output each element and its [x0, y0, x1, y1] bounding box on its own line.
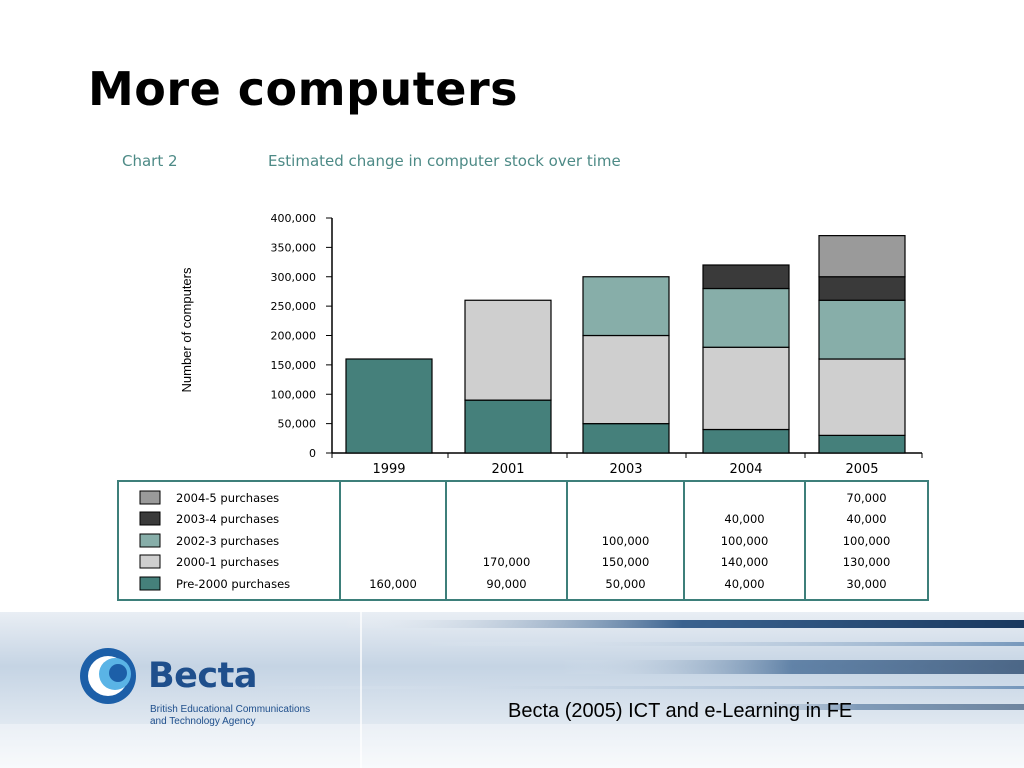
- table-cell-value: 40,000: [846, 512, 886, 526]
- table-cell-value: 100,000: [843, 534, 891, 548]
- stacked-bar-chart: 0 50,000 100,000 150,000 200,000 250,000 300,0…: [117, 212, 929, 601]
- bar-segment: [702, 264, 790, 290]
- table-cell-value: 100,000: [721, 534, 769, 548]
- logo-name: Becta: [148, 656, 258, 696]
- legend-entry: 2003-4 purchases: [176, 512, 279, 526]
- y-tick-label: 250,000: [271, 300, 317, 313]
- table-cell-value: 140,000: [721, 555, 769, 569]
- y-tick-label: 0: [309, 447, 316, 460]
- legend-swatch: [139, 554, 161, 569]
- chart-caption-text: Estimated change in computer stock over …: [268, 152, 621, 170]
- bar-segment: [702, 428, 790, 454]
- x-tick-label: 2003: [609, 462, 642, 477]
- footer-background: [0, 612, 1024, 768]
- slide-title: More computers: [88, 62, 519, 116]
- data-table-frame: [117, 480, 929, 601]
- y-tick-label: 300,000: [271, 271, 317, 284]
- x-tick-label: 2001: [491, 462, 524, 477]
- source-citation: Becta (2005) ICT and e-Learning in FE: [508, 700, 853, 722]
- bar-segment: [464, 399, 552, 454]
- x-tick-label: 1999: [372, 462, 405, 477]
- logo-subtitle-line1: British Educational Communications: [150, 704, 311, 715]
- bar-segment: [702, 346, 790, 431]
- legend-swatch: [139, 533, 161, 548]
- y-tick-label: 100,000: [271, 388, 317, 401]
- table-cell-value: 50,000: [605, 577, 645, 591]
- becta-logo-icon: [80, 648, 136, 704]
- bar-segment: [818, 358, 906, 436]
- bar-segment: [818, 434, 906, 454]
- bar-segment: [582, 423, 670, 454]
- table-cell-value: 40,000: [724, 512, 764, 526]
- bar-segment: [582, 334, 670, 425]
- x-tick-label: 2004: [729, 462, 762, 477]
- table-cell-value: 130,000: [843, 555, 891, 569]
- bar-segment: [818, 276, 906, 301]
- legend-entry: 2004-5 purchases: [176, 491, 279, 505]
- bar-segment: [818, 299, 906, 360]
- footer-band: [0, 612, 1024, 768]
- bar-segment: [582, 276, 670, 337]
- logo-subtitle: British Educational Communications and T…: [150, 704, 330, 728]
- table-cell-value: 100,000: [602, 534, 650, 548]
- legend-entry: 2002-3 purchases: [176, 534, 279, 548]
- table-cell-value: 90,000: [486, 577, 526, 591]
- y-axis-title: Number of computers: [179, 267, 194, 392]
- table-cell-value: 160,000: [369, 577, 417, 591]
- y-tick-label: 50,000: [278, 418, 317, 431]
- legend-swatch: [139, 576, 161, 591]
- x-tick-label: 2005: [845, 462, 878, 477]
- legend-swatch: [139, 490, 161, 505]
- bar-segment: [702, 287, 790, 348]
- table-cell-value: 70,000: [846, 491, 886, 505]
- bar-segment: [818, 235, 906, 278]
- y-tick-label: 350,000: [271, 241, 317, 254]
- bar-segment: [464, 299, 552, 401]
- logo-subtitle-line2: and Technology Agency: [150, 716, 256, 727]
- y-tick-label: 400,000: [271, 212, 317, 225]
- table-cell-value: 150,000: [602, 555, 650, 569]
- table-cell-value: 40,000: [724, 577, 764, 591]
- legend-entry: Pre-2000 purchases: [176, 577, 290, 591]
- legend-swatch: [139, 511, 161, 526]
- chart-caption-label: Chart 2: [122, 152, 178, 170]
- table-cell-value: 170,000: [483, 555, 531, 569]
- legend-entry: 2000-1 purchases: [176, 555, 279, 569]
- y-tick-label: 150,000: [271, 359, 317, 372]
- table-cell-value: 30,000: [846, 577, 886, 591]
- bar-segment: [345, 358, 433, 454]
- y-tick-label: 200,000: [271, 330, 317, 343]
